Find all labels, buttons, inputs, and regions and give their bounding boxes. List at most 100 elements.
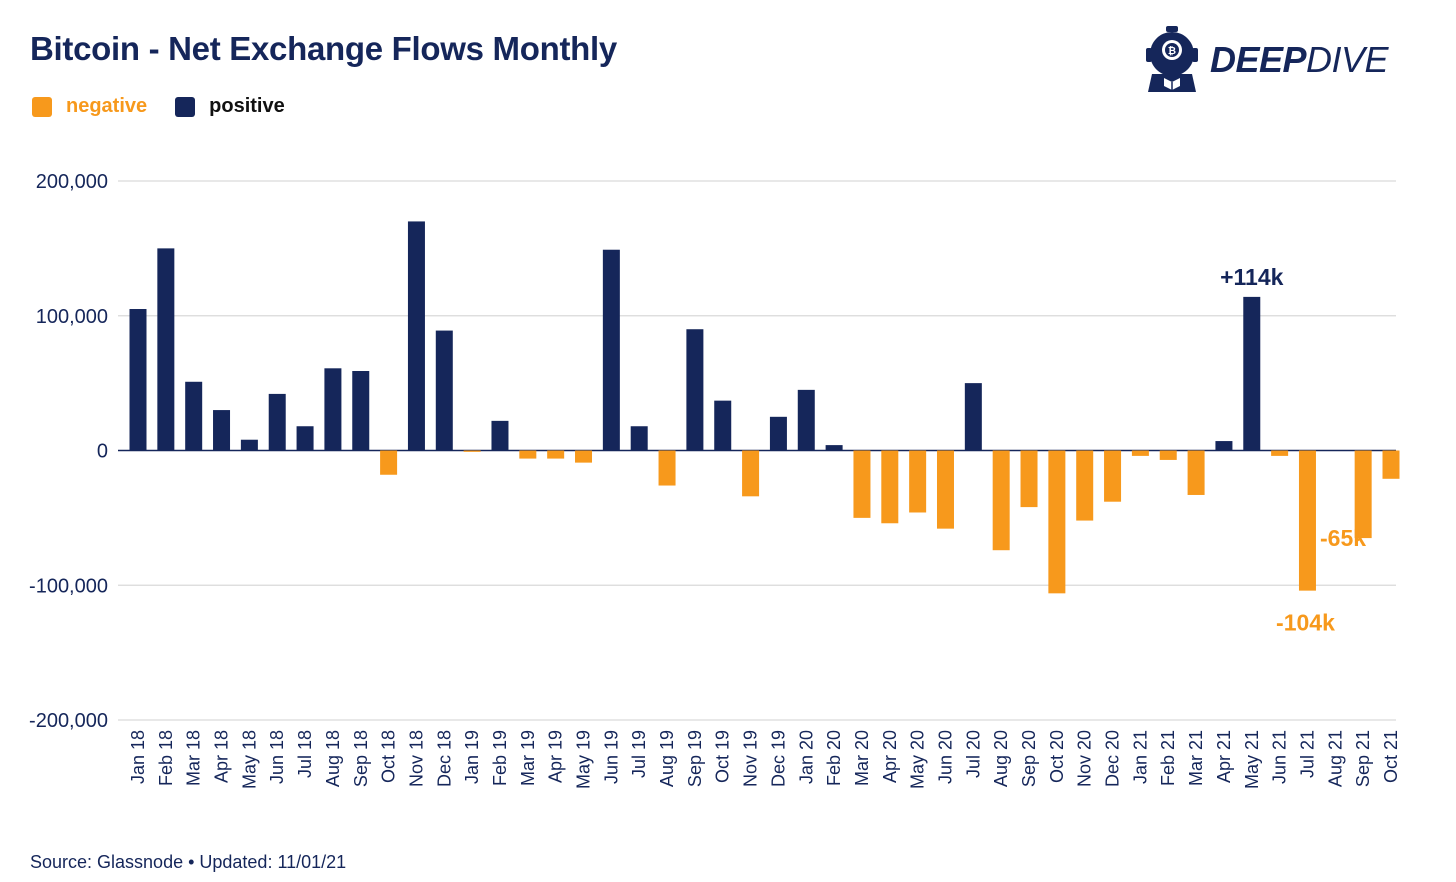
x-tick-label: Oct 20 bbox=[1047, 730, 1067, 783]
bar-nov-18 bbox=[407, 221, 425, 451]
brand-name-light: DIVE bbox=[1306, 39, 1389, 80]
y-tick-label: 200,000 bbox=[36, 171, 108, 193]
legend-label-negative: negative bbox=[66, 95, 148, 117]
data-label-annotation: -65k bbox=[1320, 525, 1366, 551]
data-label-annotation: +114k bbox=[1220, 264, 1284, 290]
x-tick-label: Oct 19 bbox=[713, 730, 733, 783]
bar-jan-18 bbox=[129, 309, 147, 451]
bar-mar-18 bbox=[185, 381, 203, 451]
x-tick-label: Nov 20 bbox=[1075, 730, 1095, 787]
source-note: Source: Glassnode • Updated: 11/01/21 bbox=[30, 852, 347, 872]
x-tick-label: Jul 19 bbox=[629, 730, 649, 778]
x-tick-label: Jun 21 bbox=[1270, 730, 1290, 784]
x-tick-label: Mar 18 bbox=[184, 730, 204, 786]
x-tick-label: Jun 19 bbox=[601, 730, 621, 784]
bar-feb-21 bbox=[1159, 450, 1177, 460]
bar-jun-21 bbox=[1271, 450, 1289, 456]
x-tick-label: May 19 bbox=[574, 730, 594, 789]
x-tick-label: Oct 18 bbox=[379, 730, 399, 783]
x-tick-label: Jul 20 bbox=[963, 730, 983, 778]
bar-jan-20 bbox=[797, 389, 815, 451]
bar-nov-20 bbox=[1076, 450, 1094, 521]
x-tick-label: Mar 20 bbox=[852, 730, 872, 786]
bar-dec-18 bbox=[435, 330, 453, 451]
x-tick-label: Mar 19 bbox=[518, 730, 538, 786]
x-tick-label: Aug 21 bbox=[1325, 730, 1345, 787]
svg-text:₿: ₿ bbox=[1168, 45, 1176, 57]
bar-sep-19 bbox=[686, 329, 704, 451]
x-tick-label: Sep 18 bbox=[351, 730, 371, 787]
x-tick-label: Aug 20 bbox=[991, 730, 1011, 787]
bar-apr-21 bbox=[1215, 441, 1233, 451]
bar-jul-21 bbox=[1298, 450, 1316, 591]
x-tick-label: Sep 19 bbox=[685, 730, 705, 787]
bar-jul-20 bbox=[964, 383, 982, 451]
brand-logo: ₿ DEEPDIVE bbox=[1144, 26, 1389, 94]
bar-apr-19 bbox=[547, 450, 565, 459]
x-tick-label: Nov 18 bbox=[406, 730, 426, 787]
bar-feb-19 bbox=[491, 420, 509, 451]
bar-mar-21 bbox=[1187, 450, 1205, 495]
brand-name-bold: DEEP bbox=[1210, 39, 1307, 80]
y-tick-label: 100,000 bbox=[36, 306, 108, 328]
x-tick-label: May 20 bbox=[908, 730, 928, 789]
x-tick-label: Oct 21 bbox=[1381, 730, 1401, 783]
x-tick-label: Aug 19 bbox=[657, 730, 677, 787]
bar-jun-18 bbox=[268, 393, 286, 451]
y-tick-label: -100,000 bbox=[29, 575, 108, 597]
x-tick-label: Apr 20 bbox=[880, 730, 900, 783]
x-tick-label: Sep 21 bbox=[1353, 730, 1373, 787]
legend-item-positive: positive bbox=[175, 95, 285, 118]
x-tick-label: Jul 18 bbox=[295, 730, 315, 778]
x-tick-label: May 18 bbox=[239, 730, 259, 789]
bar-aug-20 bbox=[992, 450, 1010, 551]
bar-sep-21 bbox=[1354, 450, 1372, 539]
legend-item-negative: negative bbox=[32, 95, 147, 118]
bar-oct-21 bbox=[1382, 450, 1400, 479]
legend-swatch-negative bbox=[32, 96, 52, 117]
legend: negative positive bbox=[32, 95, 313, 118]
x-tick-label: Jan 19 bbox=[462, 730, 482, 784]
x-tick-label: Apr 21 bbox=[1214, 730, 1234, 783]
bar-jun-19 bbox=[602, 249, 620, 451]
x-tick-label: Jan 20 bbox=[796, 730, 816, 784]
x-tick-label: Feb 21 bbox=[1158, 730, 1178, 786]
bar-dec-20 bbox=[1104, 450, 1122, 502]
x-tick-label: Apr 19 bbox=[546, 730, 566, 783]
bar-jul-18 bbox=[296, 426, 314, 451]
bar-may-19 bbox=[575, 450, 593, 463]
data-label-annotation: -104k bbox=[1276, 610, 1335, 636]
bar-feb-18 bbox=[157, 248, 175, 451]
bar-oct-20 bbox=[1048, 450, 1066, 594]
bar-mar-19 bbox=[519, 450, 537, 459]
bar-aug-19 bbox=[658, 450, 676, 486]
x-tick-label: Mar 21 bbox=[1186, 730, 1206, 786]
y-tick-label: 0 bbox=[97, 441, 108, 463]
x-tick-label: Apr 18 bbox=[212, 730, 232, 783]
x-tick-label: Aug 18 bbox=[323, 730, 343, 787]
bar-mar-20 bbox=[853, 450, 871, 518]
bar-sep-18 bbox=[352, 370, 370, 451]
x-tick-label: Jan 18 bbox=[128, 730, 148, 784]
bar-may-18 bbox=[240, 439, 258, 451]
x-tick-label: Dec 20 bbox=[1103, 730, 1123, 787]
x-tick-label: Dec 19 bbox=[768, 730, 788, 787]
diver-helmet-icon: ₿ bbox=[1146, 26, 1198, 92]
x-tick-label: Feb 18 bbox=[156, 730, 176, 786]
chart-title: Bitcoin - Net Exchange Flows Monthly bbox=[30, 30, 617, 67]
legend-label-positive: positive bbox=[209, 95, 285, 117]
y-tick-label: -200,000 bbox=[29, 710, 108, 732]
bar-oct-18 bbox=[380, 450, 398, 475]
x-tick-label: Feb 20 bbox=[824, 730, 844, 786]
x-tick-label: Jun 18 bbox=[267, 730, 287, 784]
x-tick-label: May 21 bbox=[1242, 730, 1262, 789]
x-tick-label: Jun 20 bbox=[935, 730, 955, 784]
bar-sep-20 bbox=[1020, 450, 1038, 508]
x-tick-label: Sep 20 bbox=[1019, 730, 1039, 787]
x-tick-label: Feb 19 bbox=[490, 730, 510, 786]
x-tick-label: Jan 21 bbox=[1130, 730, 1150, 784]
bar-jan-19 bbox=[463, 450, 481, 452]
bar-dec-19 bbox=[769, 416, 787, 451]
bar-may-20 bbox=[909, 450, 927, 513]
